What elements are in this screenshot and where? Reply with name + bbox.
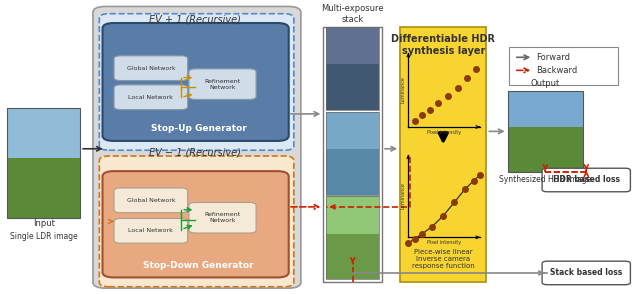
Bar [326, 196, 379, 234]
Text: Forward: Forward [536, 53, 570, 62]
Bar [508, 91, 583, 172]
Bar [323, 27, 382, 282]
FancyBboxPatch shape [99, 156, 294, 287]
FancyBboxPatch shape [114, 56, 188, 81]
Bar [6, 108, 80, 218]
Text: EV + 1 (Recursive): EV + 1 (Recursive) [149, 14, 241, 24]
Bar [6, 158, 80, 218]
Text: Pixel intensity: Pixel intensity [427, 240, 461, 245]
Text: Stop-Down Generator: Stop-Down Generator [143, 261, 253, 270]
Text: Single LDR image: Single LDR image [10, 232, 77, 240]
Bar [509, 47, 618, 85]
FancyBboxPatch shape [114, 188, 188, 213]
Bar [400, 27, 486, 282]
FancyBboxPatch shape [93, 6, 301, 288]
Text: Stack based loss: Stack based loss [550, 268, 622, 278]
Text: Pixel intensity: Pixel intensity [427, 130, 461, 135]
Text: Backward: Backward [536, 66, 577, 75]
Bar [326, 196, 379, 280]
Bar [326, 27, 379, 110]
FancyBboxPatch shape [114, 85, 188, 110]
FancyBboxPatch shape [189, 69, 256, 99]
FancyBboxPatch shape [102, 171, 289, 278]
FancyBboxPatch shape [542, 168, 630, 192]
Text: Differentiable HDR
synthesis layer: Differentiable HDR synthesis layer [391, 34, 495, 56]
Bar [6, 108, 80, 158]
Bar [326, 27, 379, 64]
Text: Luminance: Luminance [401, 183, 406, 209]
FancyBboxPatch shape [189, 203, 256, 233]
Text: Refinement
Network: Refinement Network [204, 79, 241, 90]
Bar [326, 111, 379, 149]
FancyBboxPatch shape [99, 14, 294, 150]
Bar [326, 196, 379, 280]
Text: Local Network: Local Network [129, 228, 173, 233]
FancyBboxPatch shape [102, 23, 289, 141]
Text: Input: Input [33, 219, 54, 228]
FancyBboxPatch shape [114, 218, 188, 243]
Text: Local Network: Local Network [129, 95, 173, 100]
Text: EV − 1 (Recursive): EV − 1 (Recursive) [149, 147, 241, 157]
Bar [508, 91, 583, 172]
Text: Stop-Up Generator: Stop-Up Generator [150, 124, 246, 133]
Text: Refinement
Network: Refinement Network [204, 212, 241, 223]
Text: Global Network: Global Network [127, 198, 175, 203]
Bar [326, 27, 379, 110]
Text: Synthesized HDR image: Synthesized HDR image [499, 175, 591, 184]
Bar [326, 111, 379, 195]
FancyBboxPatch shape [542, 261, 630, 285]
Text: HDR based loss: HDR based loss [553, 176, 620, 185]
Text: Piece-wise linear
Inverse camera
response function: Piece-wise linear Inverse camera respons… [412, 249, 475, 269]
Bar [326, 111, 379, 195]
Text: Output: Output [531, 79, 560, 88]
Text: Multi-exposure
stack: Multi-exposure stack [321, 4, 384, 24]
Text: Luminance: Luminance [401, 76, 406, 103]
Bar [508, 91, 583, 127]
Text: Global Network: Global Network [127, 66, 175, 71]
